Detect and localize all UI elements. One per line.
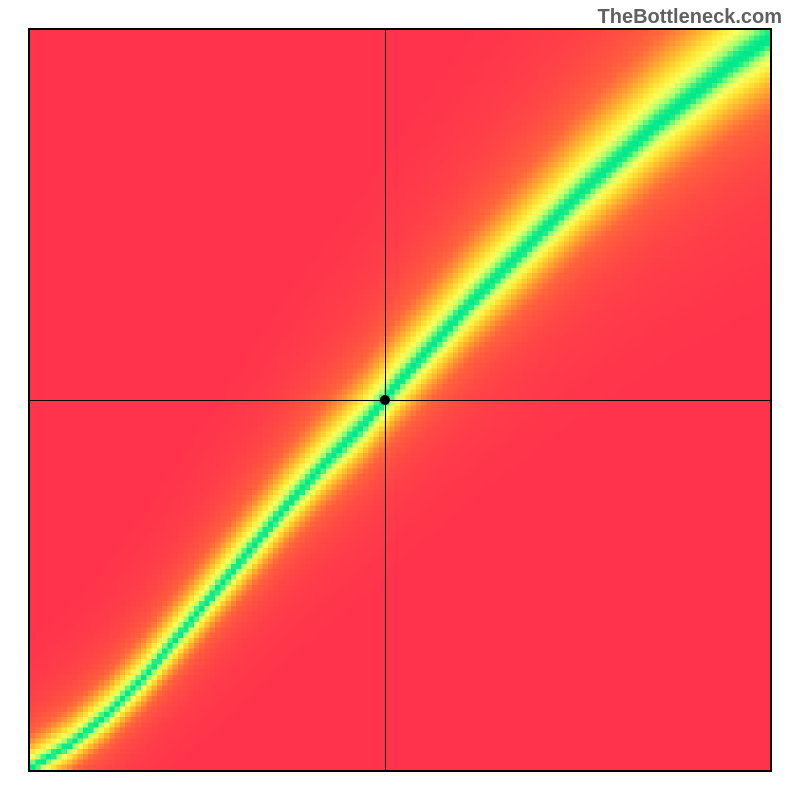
watermark-text: TheBottleneck.com xyxy=(598,6,782,29)
crosshair-horizontal xyxy=(30,400,770,401)
heatmap-chart xyxy=(28,28,772,772)
selection-marker xyxy=(380,395,390,405)
